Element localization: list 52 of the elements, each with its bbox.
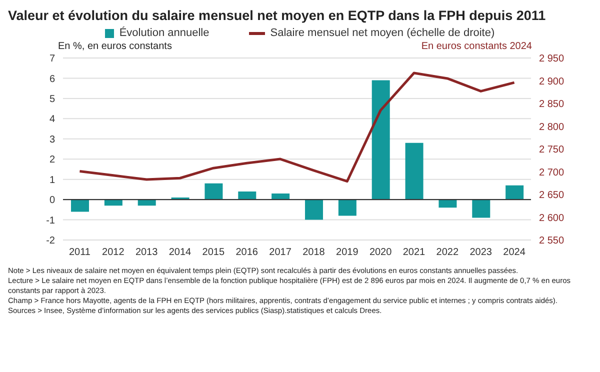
- bar: [104, 200, 122, 206]
- y2-tick-label: 2 950: [539, 54, 564, 65]
- legend-label: Salaire mensuel net moyen (échelle de droite): [270, 27, 495, 39]
- y2-tick-label: 2 800: [539, 122, 564, 133]
- y2-tick-label: 2 700: [539, 167, 564, 178]
- y-tick-label: 1: [49, 174, 56, 186]
- x-tick-label: 2014: [168, 247, 192, 258]
- y-tick-label: -2: [46, 236, 56, 247]
- bar: [338, 200, 356, 216]
- y2-tick-label: 2 650: [539, 190, 564, 202]
- y-tick-label: 5: [49, 94, 56, 105]
- bar: [238, 191, 256, 200]
- bar: [506, 185, 524, 200]
- y-tick-label: 3: [49, 134, 56, 146]
- x-tick-label: 2019: [336, 247, 359, 258]
- x-tick-label: 2015: [202, 247, 225, 258]
- x-tick-label: 2018: [302, 247, 326, 258]
- bar: [138, 200, 156, 206]
- x-tick-label: 2011: [68, 247, 91, 258]
- x-tick-label: 2020: [369, 247, 392, 258]
- y2-tick-label: 2 550: [539, 236, 564, 247]
- y-axis-title: En %, en euros constants: [58, 41, 172, 52]
- line-series: [78, 72, 516, 183]
- x-tick-label: 2021: [402, 247, 426, 258]
- x-tick-label: 2023: [470, 247, 492, 258]
- x-tick-label: 2013: [135, 247, 158, 258]
- y-tick-label: 6: [49, 74, 56, 85]
- bar: [272, 193, 290, 200]
- x-tick-label: 2017: [269, 247, 292, 258]
- y-tick-label: 0: [49, 195, 56, 206]
- legend-label: Évolution annuelle: [119, 27, 210, 39]
- bar: [204, 183, 223, 200]
- x-tick-label: 2012: [102, 247, 125, 258]
- x-tick-label: 2016: [236, 247, 258, 258]
- y-tick-label: 7: [49, 54, 56, 65]
- y2-tick-label: 2 600: [539, 212, 564, 224]
- y-tick-label: 2: [49, 154, 56, 166]
- y2-tick-label: 2 750: [539, 144, 564, 156]
- bar: [405, 142, 424, 200]
- bar: [472, 200, 490, 218]
- y-tick-label: -1: [46, 215, 56, 226]
- bar: [71, 200, 89, 212]
- x-tick-label: 2022: [436, 247, 459, 258]
- bar: [438, 200, 457, 208]
- chart-title: Valeur et évolution du salaire mensuel net moyen en EQTP dans la FPH depuis 2011: [8, 8, 547, 23]
- y2-tick-label: 2 850: [539, 99, 564, 110]
- bar: [372, 80, 390, 200]
- y2-tick-label: 2 900: [539, 76, 564, 88]
- x-tick-label: 2024: [503, 247, 526, 258]
- y2-axis-title: En euros constants 2024: [421, 41, 532, 52]
- y-tick-label: 4: [49, 114, 56, 126]
- bar: [305, 200, 323, 220]
